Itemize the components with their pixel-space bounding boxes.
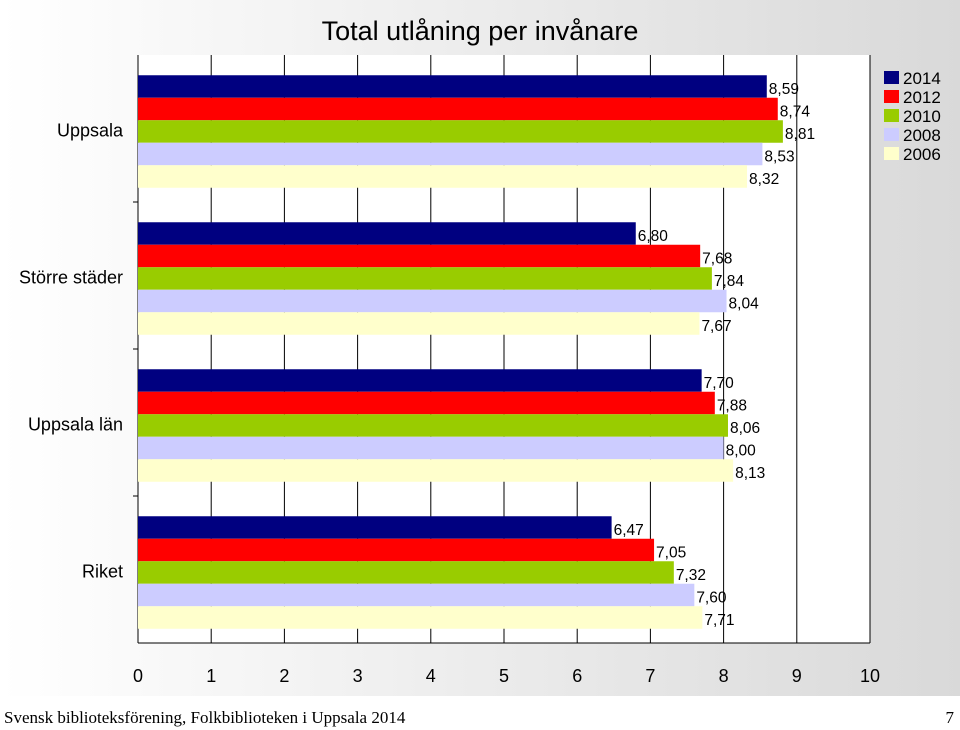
bar <box>138 606 703 629</box>
x-tick-label: 10 <box>860 666 880 686</box>
bar <box>138 459 734 482</box>
legend-swatch <box>884 147 899 160</box>
category-label: Uppsala län <box>28 415 123 435</box>
bar-value-label: 8,00 <box>726 442 757 459</box>
bar <box>138 436 724 460</box>
bar-value-label: 7,68 <box>702 250 732 267</box>
legend-swatch <box>884 109 899 122</box>
category-label: Uppsala <box>57 121 124 141</box>
bar <box>138 414 728 437</box>
x-tick-label: 5 <box>499 666 509 686</box>
x-tick-labels: 0 1 2 3 4 5 6 7 8 9 10 <box>133 666 880 686</box>
bar-value-label: 7,32 <box>676 567 706 584</box>
x-tick-label: 6 <box>572 666 582 686</box>
bar <box>138 165 748 188</box>
bar <box>138 75 767 98</box>
x-tick-label: 4 <box>426 666 436 686</box>
category-label: Riket <box>82 562 123 582</box>
legend-label: 2012 <box>903 88 941 107</box>
bar <box>138 538 655 562</box>
bar <box>138 267 712 290</box>
legend-swatch <box>884 128 899 141</box>
legend-swatch <box>884 90 899 103</box>
footer-source-text: Svensk biblioteksförening, Folkbibliotek… <box>4 708 406 727</box>
x-tick-label: 8 <box>719 666 729 686</box>
bar <box>138 391 715 415</box>
bar-value-label: 8,53 <box>764 148 794 165</box>
bar <box>138 312 700 335</box>
chart-title: Total utlåning per invånare <box>322 16 639 46</box>
bar-value-label: 7,88 <box>717 397 747 414</box>
x-tick-label: 1 <box>206 666 216 686</box>
x-tick-label: 7 <box>645 666 655 686</box>
bar <box>138 97 778 121</box>
bar-value-label: 8,59 <box>769 81 799 98</box>
bar-value-label: 7,67 <box>701 318 731 335</box>
bar-value-label: 7,70 <box>704 375 735 392</box>
bar-value-label: 8,13 <box>735 465 765 482</box>
category-labels: Uppsala Större städer Uppsala län Riket <box>19 121 124 582</box>
x-tick-label: 3 <box>353 666 363 686</box>
bar-value-label: 8,06 <box>730 420 760 437</box>
bar-value-label: 7,05 <box>656 544 686 561</box>
bar-value-label: 7,84 <box>714 273 745 290</box>
chart: Total utlåning per invånare 8,59 8,74 8,81… <box>0 0 960 696</box>
bar <box>138 289 727 313</box>
x-tick-label: 9 <box>792 666 802 686</box>
bar <box>138 369 702 392</box>
bar <box>138 244 701 268</box>
bar <box>138 222 636 245</box>
category-label: Större städer <box>19 268 123 288</box>
x-tick-label: 2 <box>279 666 289 686</box>
slide-footer: Svensk biblioteksförening, Folkbibliotek… <box>0 696 960 730</box>
data-labels: 8,59 8,74 8,81 8,53 8,32 6,80 7,68 7,84 8,04 7,67… <box>614 81 815 629</box>
bar <box>138 583 695 607</box>
bar-value-label: 8,81 <box>785 126 815 143</box>
legend-label: 2010 <box>903 107 941 126</box>
bar <box>138 561 674 584</box>
bar <box>138 516 612 539</box>
bar-value-label: 7,71 <box>704 612 734 629</box>
bar-value-label: 6,47 <box>614 522 644 539</box>
bars <box>138 75 783 629</box>
x-tick-label: 0 <box>133 666 143 686</box>
legend-label: 2006 <box>903 145 941 164</box>
bar <box>138 142 763 166</box>
bar-value-label: 8,04 <box>729 295 760 312</box>
bar-value-label: 8,74 <box>780 103 811 120</box>
legend-label: 2014 <box>903 69 941 88</box>
page-number: 7 <box>945 708 955 727</box>
bar <box>138 120 783 143</box>
bar-value-label: 6,80 <box>638 228 669 245</box>
legend-swatch <box>884 71 899 84</box>
bar-value-label: 7,60 <box>696 589 727 606</box>
bar-value-label: 8,32 <box>749 171 779 188</box>
legend-label: 2008 <box>903 126 941 145</box>
